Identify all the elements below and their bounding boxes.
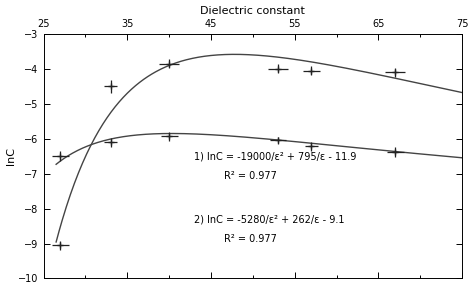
Y-axis label: lnC: lnC bbox=[6, 147, 16, 165]
Text: 1) lnC = -19000/ε² + 795/ε - 11.9: 1) lnC = -19000/ε² + 795/ε - 11.9 bbox=[194, 151, 356, 161]
Text: R² = 0.977: R² = 0.977 bbox=[224, 171, 276, 181]
Text: R² = 0.977: R² = 0.977 bbox=[224, 234, 276, 244]
Text: 2) lnC = -5280/ε² + 262/ε - 9.1: 2) lnC = -5280/ε² + 262/ε - 9.1 bbox=[194, 215, 345, 225]
X-axis label: Dielectric constant: Dielectric constant bbox=[201, 6, 305, 16]
